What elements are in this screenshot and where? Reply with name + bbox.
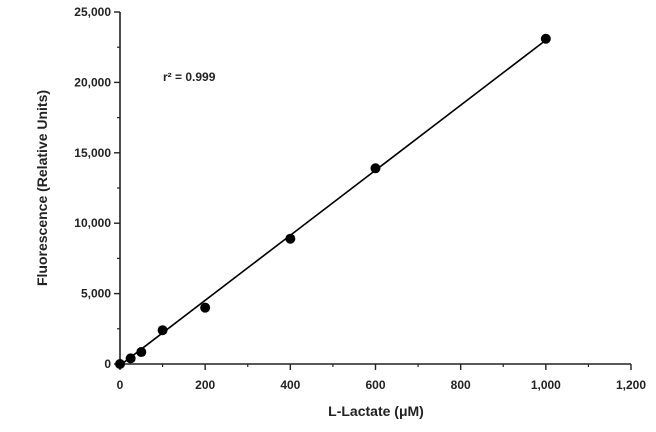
x-tick-label: 600 — [365, 378, 385, 392]
data-point — [125, 353, 136, 364]
y-tick-label: 20,000 — [74, 75, 111, 89]
data-point — [115, 359, 125, 369]
data-point — [540, 33, 551, 44]
y-tick-label: 0 — [104, 357, 111, 371]
x-axis-label: L-Lactate (μM) — [328, 403, 424, 419]
data-point — [136, 347, 147, 358]
data-point — [157, 325, 168, 336]
x-axis-ticks: 0 200 400 600 800 1,000 1,200 — [117, 364, 646, 392]
data-point — [200, 302, 211, 313]
data-points — [115, 33, 551, 369]
r-squared-annotation: r² = 0.999 — [163, 70, 216, 84]
y-tick-label: 15,000 — [74, 146, 111, 160]
y-tick-label: 5,000 — [81, 287, 111, 301]
x-tick-label: 400 — [280, 378, 300, 392]
data-point — [285, 233, 296, 244]
x-tick-label: 1,000 — [531, 378, 561, 392]
y-tick-label: 25,000 — [74, 5, 111, 19]
y-axis-label: Fluorescence (Relative Units) — [34, 90, 50, 286]
x-tick-label: 0 — [117, 378, 124, 392]
x-tick-label: 800 — [451, 378, 471, 392]
x-tick-label: 1,200 — [616, 378, 646, 392]
x-tick-label: 200 — [195, 378, 215, 392]
data-point — [370, 163, 381, 174]
y-tick-label: 10,000 — [74, 216, 111, 230]
regression-line — [119, 39, 547, 367]
y-axis-ticks: 0 5,000 10,000 15,000 20,000 25,000 — [74, 5, 120, 371]
